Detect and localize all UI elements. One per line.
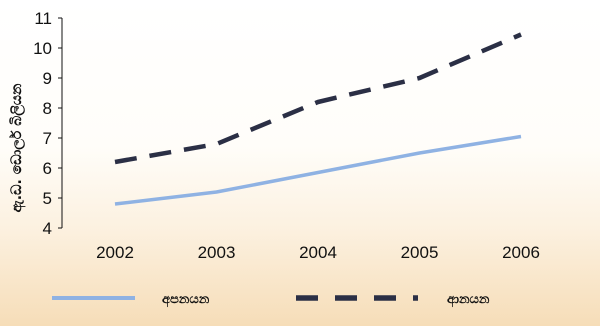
- x-tick-label: 2004: [299, 243, 337, 262]
- series-line-1: [114, 32, 522, 165]
- y-tick-label: 7: [43, 129, 52, 148]
- y-axis-label: ඇ.ඩ. ඩොලර් බිලියන: [8, 83, 26, 212]
- x-tick-label: 2005: [401, 243, 439, 262]
- y-tick-label: 8: [43, 99, 52, 118]
- series-line-0: [114, 134, 522, 206]
- y-tick-label: 5: [43, 189, 52, 208]
- x-tick-label: 2003: [198, 243, 236, 262]
- y-tick-label: 6: [43, 159, 52, 178]
- y-axis-ticks: 4 5 6 7 8 9 10 11: [33, 9, 62, 238]
- y-tick-label: 9: [43, 69, 52, 88]
- x-axis-ticks: 2002 2003 2004 2005 2006: [96, 243, 540, 262]
- y-tick-label: 4: [43, 219, 52, 238]
- y-tick-label: 11: [34, 9, 52, 28]
- legend-label: අපනයන: [162, 292, 210, 308]
- x-tick-label: 2002: [96, 243, 134, 262]
- y-tick-label: 10: [33, 39, 52, 58]
- x-tick-label: 2006: [502, 243, 540, 262]
- series-layer: [114, 32, 522, 206]
- legend-label: ආනයන: [447, 292, 490, 308]
- legend: අපනයන ආනයන: [52, 292, 490, 308]
